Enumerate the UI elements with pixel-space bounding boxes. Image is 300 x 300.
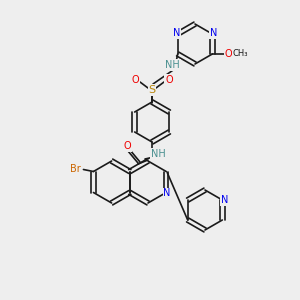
Text: N: N	[173, 28, 180, 38]
Text: N: N	[210, 28, 217, 38]
Text: O: O	[165, 75, 173, 85]
Text: O: O	[123, 141, 131, 151]
Text: S: S	[148, 85, 156, 95]
Text: O: O	[224, 49, 232, 59]
Text: NH: NH	[165, 60, 180, 70]
Text: N: N	[164, 188, 171, 199]
Text: Br: Br	[70, 164, 81, 175]
Text: O: O	[131, 75, 139, 85]
Text: CH₃: CH₃	[232, 50, 248, 58]
Text: N: N	[220, 195, 228, 205]
Text: NH: NH	[151, 149, 165, 159]
